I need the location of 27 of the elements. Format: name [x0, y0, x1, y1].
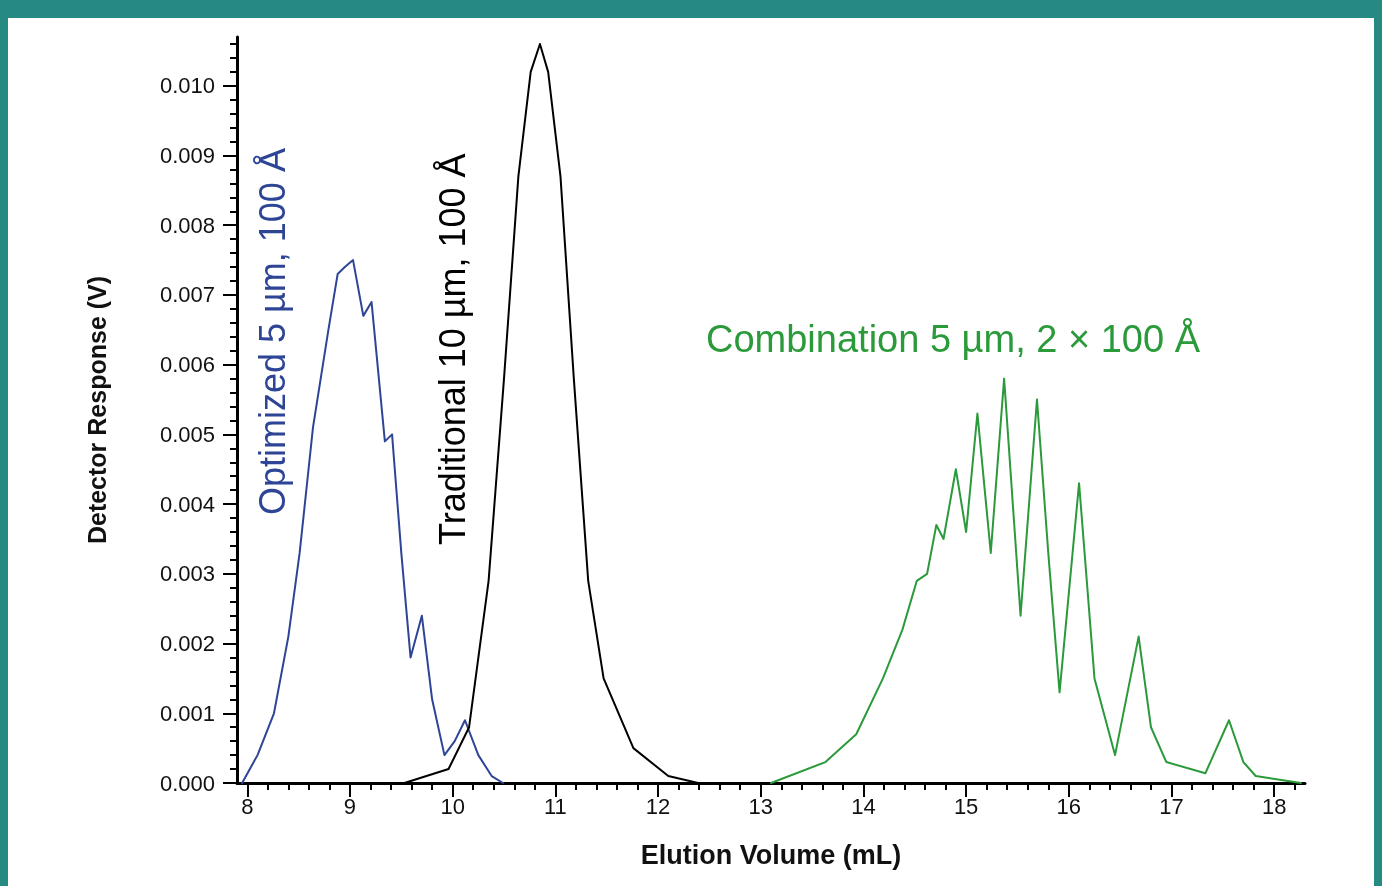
y-tick-label: 0.002 — [159, 631, 215, 657]
x-tick-label: 11 — [543, 793, 567, 819]
text: Traditional 10 µm, 100 Å — [431, 153, 473, 545]
y-tick-label: 0.009 — [159, 143, 215, 169]
text: Optimized 5 µm, 100 Å — [251, 148, 293, 515]
x-tick-label: 8 — [241, 793, 254, 819]
y-tick-label: 0.007 — [159, 282, 215, 308]
x-tick-label: 15 — [953, 793, 979, 819]
x-tick-label: 10 — [440, 793, 465, 819]
x-tick-label: 9 — [343, 793, 357, 819]
y-tick-label: 0.006 — [159, 352, 215, 378]
y-tick-label: 0.000 — [159, 770, 215, 796]
y-tick-label: 0.005 — [159, 421, 215, 447]
y-tick-label: 0.001 — [159, 700, 215, 726]
y-tick-label: 0.003 — [159, 561, 215, 587]
y-tick-label: 0.004 — [159, 491, 215, 517]
x-axis-title: Elution Volume (mL) — [640, 839, 902, 870]
y-tick-label: 0.008 — [159, 212, 215, 238]
series-label: Combination 5 µm, 2 × 100 Å — [706, 317, 1201, 360]
x-tick-label: 18 — [1261, 793, 1287, 819]
y-tick-label: 0.010 — [159, 73, 215, 99]
x-tick-label: 12 — [645, 793, 671, 819]
x-tick-label: 17 — [1159, 793, 1184, 819]
x-tick-label: 13 — [748, 793, 773, 819]
x-tick-label: 14 — [851, 793, 876, 819]
y-axis-title: Detector Response (V) — [82, 275, 111, 545]
x-tick-label: 16 — [1056, 793, 1082, 819]
